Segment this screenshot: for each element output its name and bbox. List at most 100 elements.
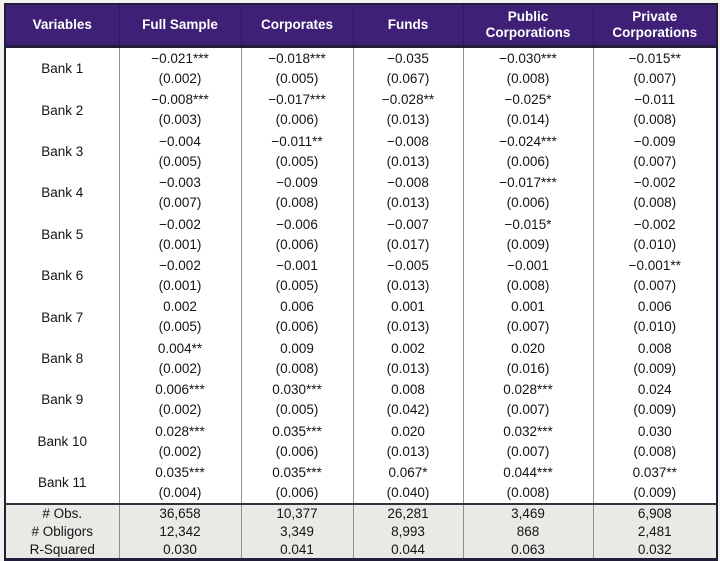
regression-results-table: Variables Full Sample Corporates Funds Publi…: [4, 3, 718, 561]
table-row-se: (0.005) (0.006) (0.013) (0.007) (0.010): [5, 317, 717, 338]
table-row-coef: Bank 1 −0.021*** −0.018*** −0.035 −0.030*** −…: [5, 46, 717, 76]
se-cell: (0.008): [592, 110, 717, 131]
summary-value: 36,658: [118, 503, 241, 524]
coef-cell: −0.002: [118, 255, 241, 277]
se-cell: (0.008): [240, 358, 353, 380]
table-row-coef: Bank 11 0.035*** 0.035*** 0.067* 0.044*** 0.0…: [5, 462, 717, 490]
coef-cell: 0.001: [462, 296, 593, 318]
row-label: Bank 6: [41, 268, 84, 284]
se-cell: (0.013): [352, 358, 463, 380]
se-cell: (0.013): [352, 193, 463, 214]
coef-cell: 0.035***: [240, 420, 353, 442]
table-row-coef: Bank 5 −0.002 −0.006 −0.007 −0.015* −0.002: [5, 213, 717, 242]
coef-cell: −0.024***: [462, 130, 593, 152]
se-cell: (0.006): [240, 234, 353, 256]
se-cell: (0.007): [462, 400, 593, 421]
coef-cell: −0.005: [352, 255, 463, 277]
table-row-coef: Bank 4 −0.003 −0.009 −0.008 −0.017*** −0.002: [5, 172, 717, 200]
table-row-se: (0.003) (0.006) (0.013) (0.014) (0.008): [5, 110, 717, 131]
table-row-se: (0.004) (0.006) (0.040) (0.008) (0.009): [5, 483, 717, 505]
se-cell: (0.009): [592, 400, 717, 421]
summary-value: 0.041: [240, 540, 353, 560]
table-row-se: (0.005) (0.005) (0.013) (0.006) (0.007): [5, 151, 717, 173]
coef-cell: −0.035: [352, 46, 463, 69]
se-cell: (0.013): [352, 317, 463, 338]
se-cell: (0.013): [352, 110, 463, 131]
coef-cell: 0.035***: [240, 462, 353, 484]
column-header-3: Funds: [352, 4, 463, 48]
coef-cell: −0.009: [240, 172, 353, 194]
coef-cell: 0.024: [592, 379, 717, 401]
summary-value: 868: [462, 523, 593, 541]
row-label: Bank 9: [41, 392, 84, 408]
coef-cell: 0.035***: [118, 462, 241, 484]
row-label: Bank 1: [41, 61, 84, 77]
table-header: Variables Full Sample Corporates Funds Publi…: [5, 4, 717, 48]
se-cell: (0.005): [240, 400, 353, 421]
se-cell: (0.003): [118, 110, 241, 131]
coef-cell: −0.018***: [240, 46, 353, 69]
coef-cell: −0.028**: [352, 89, 463, 111]
coef-cell: 0.044***: [462, 462, 593, 484]
coef-cell: 0.008: [592, 337, 717, 359]
table-row-coef: Bank 9 0.006*** 0.030*** 0.008 0.028*** 0.024: [5, 379, 717, 407]
coef-cell: −0.002: [118, 213, 241, 235]
se-cell: (0.006): [240, 483, 353, 505]
table-row-se: (0.002) (0.005) (0.042) (0.007) (0.009): [5, 400, 717, 421]
table-row-coef: Bank 8 0.004** 0.009 0.002 0.020 0.008: [5, 337, 717, 366]
table-row-coef: Bank 6 −0.002 −0.001 −0.005 −0.001 −0.001**: [5, 255, 717, 283]
column-header-1: Full Sample: [118, 4, 241, 48]
se-cell: (0.007): [462, 441, 593, 463]
coef-cell: −0.021***: [118, 46, 241, 69]
coef-cell: 0.006: [592, 296, 717, 318]
row-label: Bank 5: [41, 226, 84, 242]
se-cell: (0.005): [240, 276, 353, 297]
se-cell: (0.005): [118, 151, 241, 173]
coef-cell: 0.002: [352, 337, 463, 359]
row-label: Bank 8: [41, 351, 84, 367]
row-label: Bank 10: [37, 433, 88, 449]
coef-cell: −0.004: [118, 130, 241, 152]
row-label: Bank 4: [41, 185, 84, 201]
se-cell: (0.005): [118, 317, 241, 338]
se-cell: (0.042): [352, 400, 463, 421]
se-cell: (0.007): [592, 276, 717, 297]
table-row-se: (0.002) (0.005) (0.067) (0.008) (0.007): [5, 69, 717, 90]
se-cell: (0.005): [240, 69, 353, 90]
coef-cell: −0.007: [352, 213, 463, 235]
summary-value: 10,377: [240, 503, 353, 524]
summary-value: 6,908: [592, 503, 717, 524]
se-cell: (0.016): [462, 358, 593, 380]
coef-cell: 0.001: [352, 296, 463, 318]
se-cell: (0.017): [352, 234, 463, 256]
se-cell: (0.002): [118, 69, 241, 90]
se-cell: (0.006): [240, 317, 353, 338]
summary-value: 0.063: [462, 540, 593, 560]
coef-cell: 0.006: [240, 296, 353, 318]
coef-cell: −0.002: [592, 213, 717, 235]
coef-cell: −0.001: [462, 255, 593, 277]
se-cell: (0.006): [240, 441, 353, 463]
se-cell: (0.008): [240, 193, 353, 214]
summary-label: # Obligors: [5, 523, 119, 541]
se-cell: (0.006): [462, 193, 593, 214]
coef-cell: −0.011**: [240, 130, 353, 152]
summary-value: 2,481: [592, 523, 717, 541]
summary-label: # Obs.: [5, 503, 119, 524]
coef-cell: 0.030: [592, 420, 717, 442]
se-cell: (0.007): [462, 317, 593, 338]
coef-cell: 0.067*: [352, 462, 463, 484]
coef-cell: −0.008: [352, 130, 463, 152]
coef-cell: 0.009: [240, 337, 353, 359]
coef-cell: 0.008: [352, 379, 463, 401]
coef-cell: 0.037**: [592, 462, 717, 484]
table-row-se: (0.002) (0.006) (0.013) (0.007) (0.008): [5, 441, 717, 463]
coef-cell: −0.015*: [462, 213, 593, 235]
table-row-se: (0.007) (0.008) (0.013) (0.006) (0.008): [5, 193, 717, 214]
se-cell: (0.014): [462, 110, 593, 131]
table-row-se: (0.001) (0.005) (0.013) (0.008) (0.007): [5, 276, 717, 297]
se-cell: (0.001): [118, 234, 241, 256]
row-label: Bank 2: [41, 102, 84, 118]
row-label: Bank 3: [41, 144, 84, 160]
